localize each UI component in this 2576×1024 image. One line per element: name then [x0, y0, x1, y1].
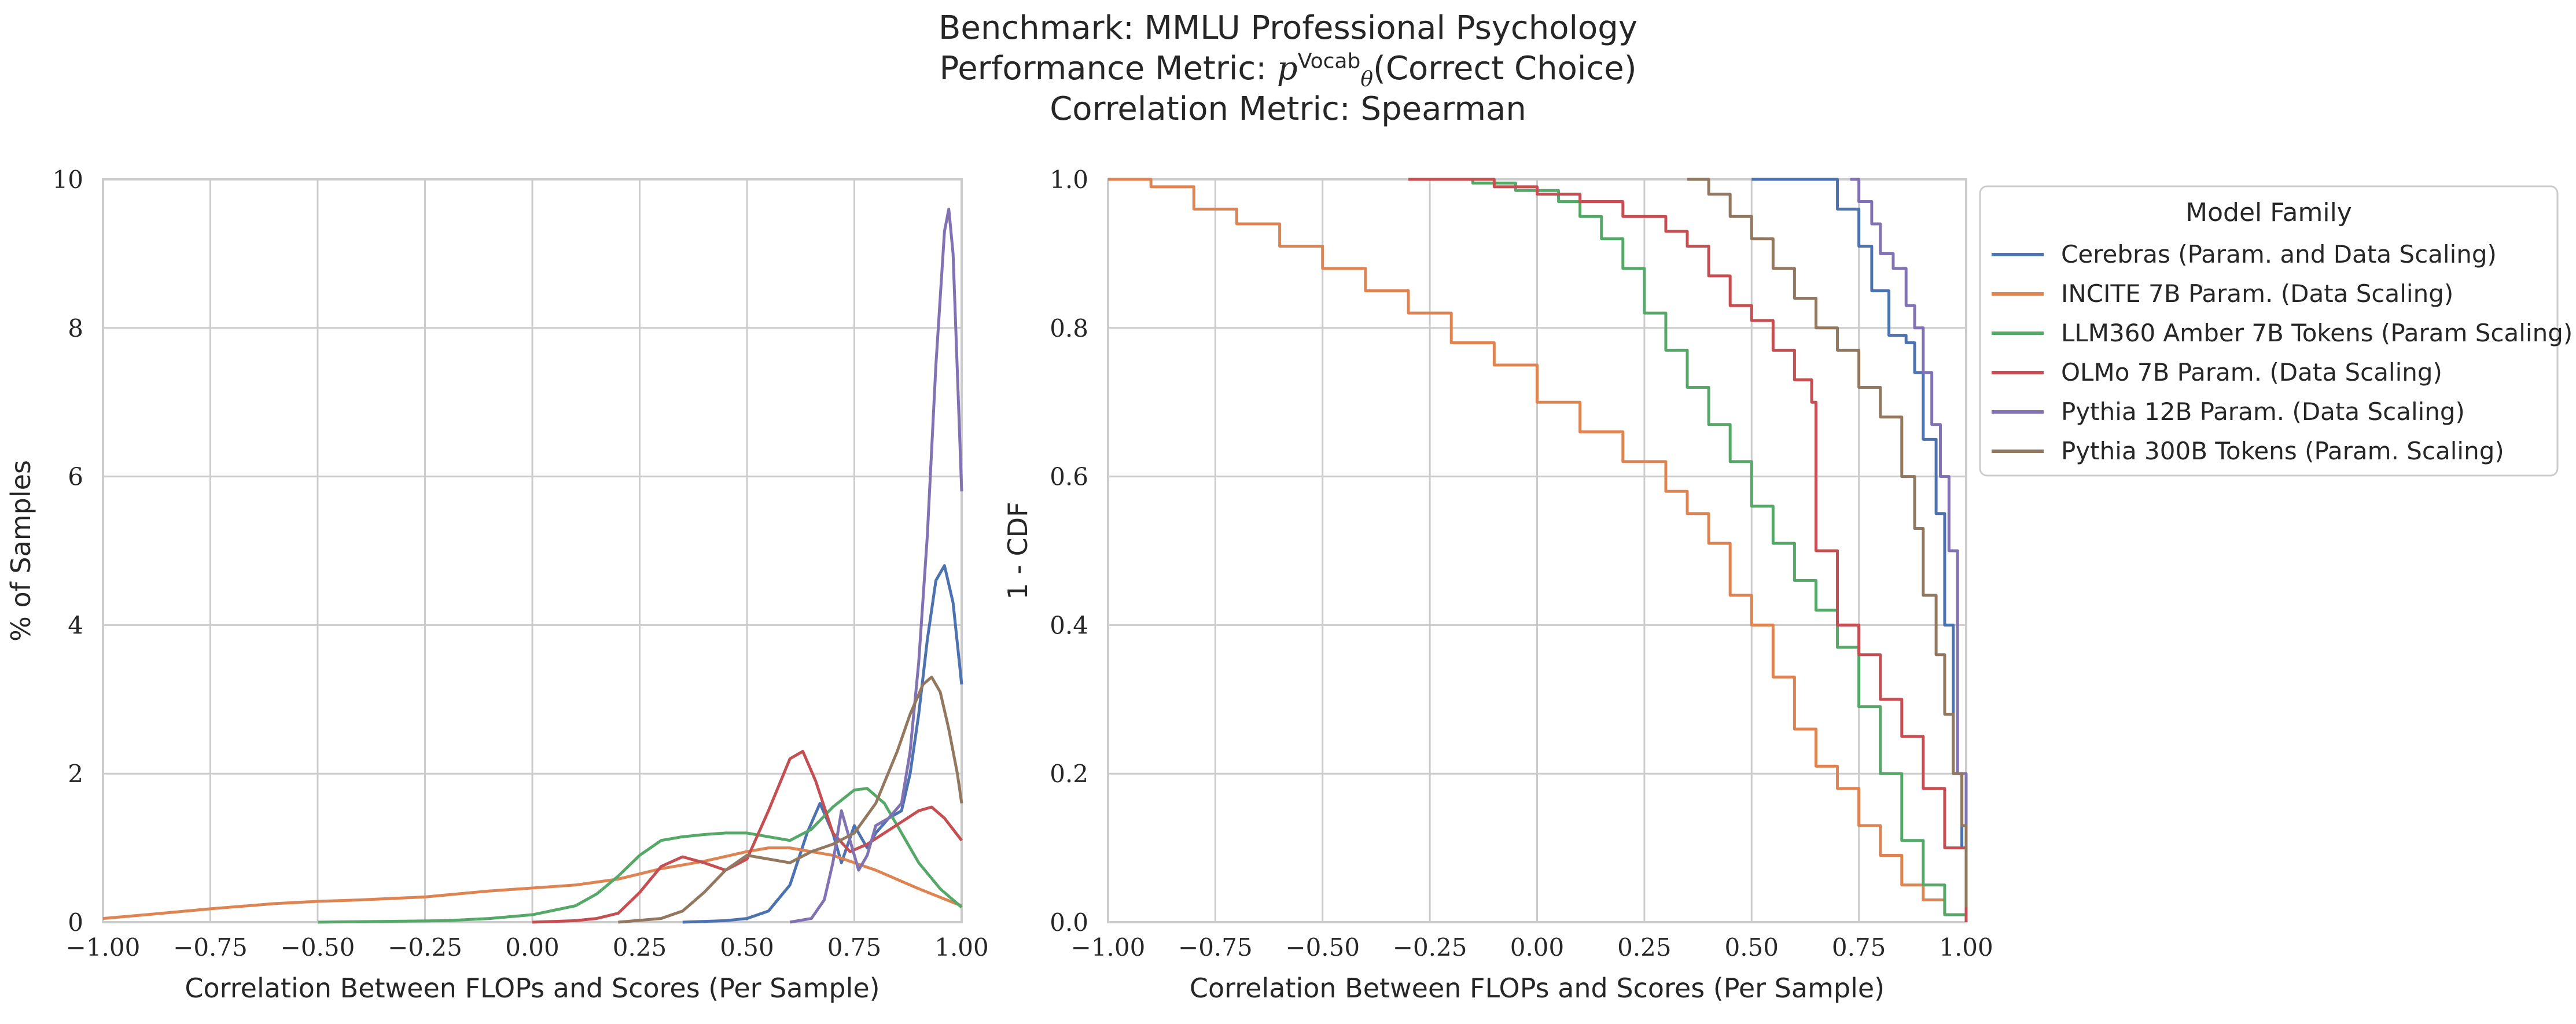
y-axis-label: % of Samples	[5, 460, 36, 642]
series-line-0	[682, 564, 963, 924]
y-tick-label: 0.0	[1050, 908, 1088, 937]
series-line-4	[789, 207, 963, 924]
x-tick-label: 1.00	[1939, 933, 1993, 962]
legend-entry-5: Pythia 300B Tokens (Param. Scaling)	[2061, 437, 2504, 465]
title-line-benchmark: Benchmark: MMLU Professional Psychology	[939, 9, 1637, 47]
legend-entry-3: OLMo 7B Param. (Data Scaling)	[2061, 358, 2442, 386]
series-line-2	[317, 787, 963, 924]
x-tick-label: 0.00	[505, 933, 560, 962]
y-tick-label: 0	[68, 908, 83, 937]
y-tick-label: 1.0	[1050, 165, 1088, 194]
x-tick-label: −0.50	[281, 933, 355, 962]
performance-metric-symbol: p	[1276, 50, 1298, 87]
series-line-1	[1108, 178, 1968, 922]
x-tick-label: −0.75	[1178, 933, 1253, 962]
x-axis-label: Correlation Between FLOPs and Scores (Pe…	[1190, 973, 1885, 1004]
series-line-3	[532, 750, 963, 924]
x-tick-label: 1.00	[934, 933, 989, 962]
series-line-3	[1408, 178, 1968, 922]
x-tick-label: 0.75	[827, 933, 882, 962]
x-tick-label: 0.75	[1832, 933, 1886, 962]
y-tick-label: 2	[68, 760, 83, 788]
figure-title: Benchmark: MMLU Professional Psychology …	[0, 8, 2576, 130]
legend-entry-4: Pythia 12B Param. (Data Scaling)	[2061, 397, 2465, 426]
legend-entry-0: Cerebras (Param. and Data Scaling)	[2061, 240, 2497, 268]
panel-density: −1.00 −0.75 −0.50 −0.25 0.00 0.25 0.50 0.75 1.00…	[5, 165, 989, 1004]
x-tick-label: −1.00	[1071, 933, 1146, 962]
x-tick-label: 0.50	[720, 933, 774, 962]
x-tick-label: −0.75	[173, 933, 248, 962]
x-tick-label: 0.25	[613, 933, 667, 962]
series-line-2	[1408, 178, 1968, 922]
y-tick-label: 10	[53, 165, 83, 194]
x-tick-label: 0.25	[1617, 933, 1672, 962]
x-tick-label: 0.50	[1724, 933, 1779, 962]
x-tick-label: −0.25	[388, 933, 462, 962]
series-line-4	[1850, 178, 1968, 848]
series-line-1	[102, 846, 962, 920]
y-tick-label: 0.2	[1050, 760, 1088, 788]
title-line-correlation-metric: Correlation Metric: Spearman	[1050, 90, 1526, 128]
x-tick-label: 0.00	[1510, 933, 1565, 962]
x-tick-label: −0.25	[1393, 933, 1467, 962]
series-line-5	[618, 675, 963, 924]
legend-title: Model Family	[2185, 198, 2352, 227]
legend-entry-2: LLM360 Amber 7B Tokens (Param Scaling)	[2061, 319, 2573, 347]
y-tick-label: 0.6	[1050, 463, 1088, 491]
series-line-5	[1687, 178, 1968, 908]
x-axis-label: Correlation Between FLOPs and Scores (Pe…	[185, 973, 879, 1004]
y-tick-label: 0.4	[1050, 611, 1088, 639]
y-tick-label: 4	[68, 611, 83, 639]
y-tick-label: 6	[68, 463, 83, 491]
x-tick-label: −1.00	[66, 933, 141, 962]
legend-entry-1: INCITE 7B Param. (Data Scaling)	[2061, 279, 2453, 308]
performance-metric-subscript: θ	[1360, 68, 1373, 92]
x-tick-label: −0.50	[1285, 933, 1360, 962]
plot-frame	[1107, 178, 1967, 923]
legend-frame	[1979, 185, 2559, 477]
y-tick-label: 8	[68, 314, 83, 342]
performance-metric-superscript: Vocab	[1297, 49, 1361, 73]
y-axis-label: 1 - CDF	[1002, 502, 1033, 599]
y-tick-label: 0.8	[1050, 314, 1088, 342]
title-line-performance-metric: Performance Metric: pVocabθ(Correct Choi…	[0, 49, 2576, 92]
legend: Model Family Cerebras (Param. and Data Sc…	[1979, 185, 2573, 477]
performance-metric-prefix: Performance Metric:	[939, 50, 1277, 87]
performance-metric-suffix: (Correct Choice)	[1373, 50, 1637, 87]
panel-survival: −1.00 −0.75 −0.50 −0.25 0.00 0.25 0.50 0.75 1.00…	[1002, 165, 1993, 1004]
